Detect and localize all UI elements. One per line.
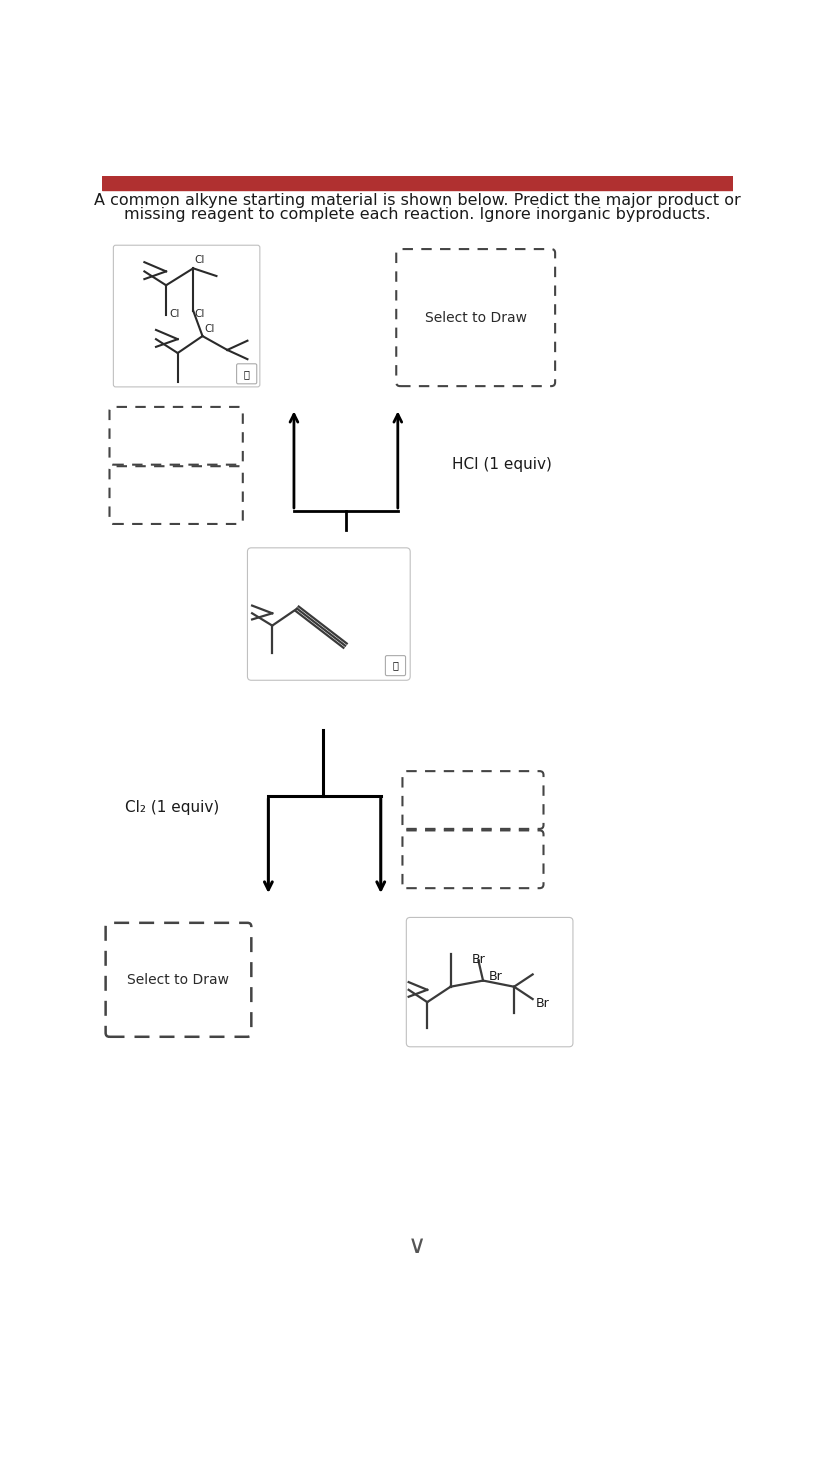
FancyBboxPatch shape [113,245,260,387]
Text: Br: Br [472,953,486,966]
Text: ∨: ∨ [408,1234,427,1258]
FancyBboxPatch shape [385,655,405,676]
FancyBboxPatch shape [402,771,544,828]
FancyBboxPatch shape [110,408,243,465]
Text: 🔍: 🔍 [392,661,398,670]
Text: missing reagent to complete each reaction. Ignore inorganic byproducts.: missing reagent to complete each reactio… [124,207,711,221]
FancyBboxPatch shape [106,922,252,1036]
Text: Br: Br [489,970,503,984]
Bar [102,176,733,189]
FancyBboxPatch shape [402,830,544,888]
Text: Select to Draw: Select to Draw [128,973,230,987]
Text: Br: Br [536,997,549,1010]
FancyBboxPatch shape [110,466,243,523]
Text: HCI (1 equiv): HCI (1 equiv) [452,457,552,472]
Text: Cl: Cl [195,309,205,318]
FancyBboxPatch shape [396,249,555,386]
Text: Select to Draw: Select to Draw [425,311,527,324]
FancyBboxPatch shape [406,918,573,1047]
Text: A common alkyne starting material is shown below. Predict the major product or: A common alkyne starting material is sho… [94,194,741,208]
Text: Cl₂ (1 equiv): Cl₂ (1 equiv) [125,800,219,815]
Text: Cl: Cl [195,255,205,265]
Text: Cl: Cl [168,309,179,318]
Text: Cl: Cl [205,324,215,334]
FancyBboxPatch shape [247,548,410,680]
FancyBboxPatch shape [237,364,256,384]
Text: 🔍: 🔍 [243,369,250,378]
